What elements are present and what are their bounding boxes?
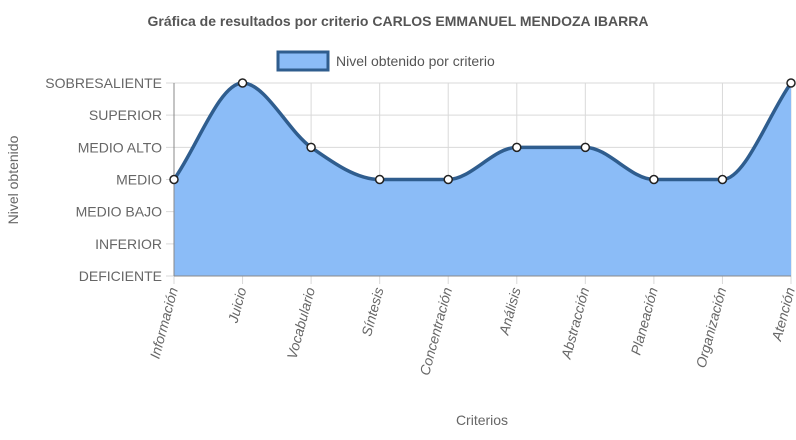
chart-title: Gráfica de resultados por criterio CARLO… bbox=[148, 13, 649, 29]
data-point[interactable] bbox=[306, 142, 316, 153]
x-axis-label: Criterios bbox=[456, 412, 508, 428]
x-tick-labels: Información Juicio Vocabulario Síntesis Conc… bbox=[147, 285, 796, 377]
x-tick-label: Vocabulario bbox=[284, 285, 319, 360]
data-point[interactable] bbox=[374, 174, 385, 185]
y-tick-labels: DEFICIENTE INFERIOR MEDIO BAJO MEDIO MEDIO A… bbox=[45, 75, 162, 284]
y-tick-label: MEDIO ALTO bbox=[78, 139, 162, 155]
y-tick-label: INFERIOR bbox=[95, 236, 162, 252]
y-tick-label: SOBRESALIENTE bbox=[45, 75, 162, 91]
x-tick-label: Análisis bbox=[495, 286, 523, 338]
y-axis-label: Nivel obtenido bbox=[5, 135, 21, 224]
legend[interactable]: Nivel obtenido por criterio bbox=[276, 50, 495, 72]
data-point[interactable] bbox=[443, 174, 453, 185]
series-area bbox=[174, 83, 791, 276]
x-tick-label: Atención bbox=[768, 285, 796, 343]
y-tick-label: DEFICIENTE bbox=[79, 268, 162, 284]
legend-swatch bbox=[276, 50, 330, 72]
y-tick-label: SUPERIOR bbox=[89, 107, 162, 123]
x-tick-label: Síntesis bbox=[358, 286, 386, 338]
data-point[interactable] bbox=[169, 174, 179, 185]
data-point[interactable] bbox=[786, 78, 796, 88]
series-line bbox=[172, 81, 793, 182]
x-tick-label: Organización bbox=[693, 285, 730, 369]
data-point[interactable] bbox=[717, 174, 728, 185]
x-tick-label: Planeación bbox=[627, 285, 660, 356]
data-point[interactable] bbox=[649, 174, 659, 185]
data-point[interactable] bbox=[580, 142, 591, 153]
x-tick-label: Concentración bbox=[416, 285, 455, 377]
x-tick-label: Información bbox=[147, 285, 181, 360]
x-tick-label: Juicio bbox=[224, 285, 249, 325]
legend-label: Nivel obtenido por criterio bbox=[336, 53, 495, 69]
x-tick-label: Abstracción bbox=[558, 285, 593, 361]
area-layer bbox=[172, 81, 793, 276]
data-point[interactable] bbox=[512, 142, 522, 153]
y-tick-label: MEDIO BAJO bbox=[76, 204, 162, 220]
data-points bbox=[169, 78, 796, 185]
data-point[interactable] bbox=[237, 78, 248, 88]
y-tick-label: MEDIO bbox=[116, 172, 162, 188]
